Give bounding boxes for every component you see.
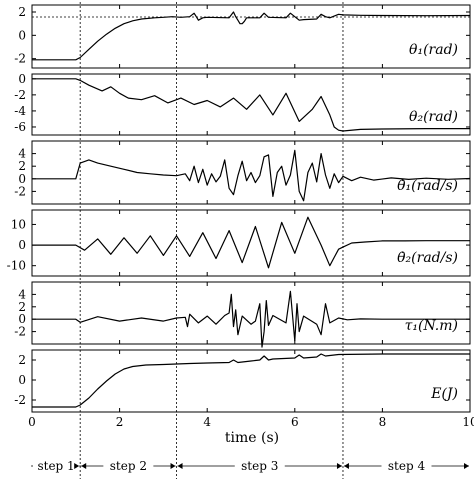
y-tick-label: 0 [18, 373, 26, 387]
series-line-1 [32, 78, 470, 132]
panel-1: -2 0 2 θ₁(rad) [14, 4, 471, 69]
y-tick-label: 0 [18, 238, 26, 252]
y-tick-label: -4 [14, 104, 26, 118]
x-tick-label: 10 [462, 415, 474, 429]
panel-frame [31, 281, 471, 345]
series-line-1 [32, 149, 471, 202]
step-arrowhead [81, 463, 87, 469]
panel-frame [31, 4, 471, 69]
y-tick-label: 4 [18, 287, 26, 301]
step-arrowhead [343, 463, 349, 469]
series-line-1 [32, 216, 470, 269]
y-tick-label: 2 [18, 5, 26, 19]
y-tick-label: -2 [14, 52, 26, 66]
panel-frame [31, 73, 471, 136]
y-axis-label: θ̇₂(rad/s) [397, 250, 458, 266]
step-label: step 2 [110, 459, 147, 473]
panel-frame [31, 349, 471, 413]
step-arrowhead [177, 463, 183, 469]
series-line-1 [32, 290, 470, 348]
x-tick-label: 4 [203, 415, 211, 429]
x-axis-label: time (s) [225, 430, 279, 446]
panel-frame [31, 209, 471, 277]
step-arrowhead [464, 463, 469, 469]
y-tick-label: 10 [11, 217, 26, 231]
step-arrowhead [336, 463, 342, 469]
x-tick-label: 6 [291, 415, 299, 429]
step-label: step 4 [388, 459, 426, 473]
y-axis-label: E(J) [430, 386, 458, 402]
y-tick-label: -2 [14, 88, 26, 102]
y-tick-label: 2 [18, 353, 26, 367]
y-axis-label: θ₂(rad) [409, 109, 458, 125]
y-tick-label: 0 [18, 312, 26, 326]
y-tick-label: 0 [18, 28, 26, 42]
y-tick-label: -2 [14, 325, 26, 339]
panel-6: -2 0 2 E(J) [14, 349, 471, 413]
step-arrowhead [170, 463, 176, 469]
step-arrowhead [74, 463, 80, 469]
series-line-1 [32, 353, 470, 408]
series-line-1 [32, 11, 471, 61]
step-label: step 1 [37, 459, 74, 473]
y-tick-label: -6 [14, 120, 26, 134]
panel-4: -10 0 10 θ̇₂(rad/s) [7, 209, 471, 277]
y-tick-label: -2 [14, 184, 26, 198]
y-axis-label: θ₁(rad) [409, 42, 458, 58]
y-tick-label: 4 [18, 147, 26, 161]
y-axis-label: τ₁(N.m) [405, 318, 458, 334]
x-tick-label: 8 [379, 415, 387, 429]
y-tick-label: 2 [18, 300, 26, 314]
y-tick-label: -10 [7, 259, 26, 273]
panel-2: 0 -2 -4 -6 θ₂(rad) [14, 72, 471, 136]
y-tick-label: 2 [18, 159, 26, 173]
panel-frame [31, 140, 471, 205]
x-tick-label: 2 [116, 415, 124, 429]
y-axis-label: θ̇₁(rad/s) [397, 178, 458, 194]
x-tick-label: 0 [28, 415, 36, 429]
step-label: step 3 [241, 459, 278, 473]
y-tick-label: 0 [18, 72, 26, 86]
y-tick-label: 0 [18, 172, 26, 186]
y-tick-label: -2 [14, 393, 26, 407]
